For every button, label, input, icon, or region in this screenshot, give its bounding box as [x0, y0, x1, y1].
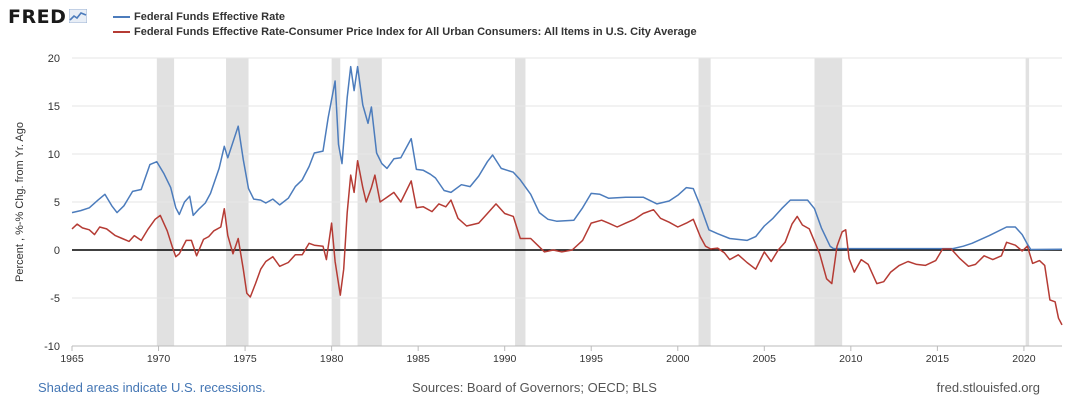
x-tick-label: 1990	[493, 353, 517, 365]
x-tick-label: 1980	[320, 353, 344, 365]
y-tick-label: 10	[48, 149, 60, 161]
legend-item-fed-funds[interactable]: Federal Funds Effective Rate	[113, 9, 697, 24]
series-line-real-rate	[71, 159, 1063, 326]
x-tick-label: 2010	[839, 353, 863, 365]
fred-logo[interactable]: FRED	[8, 6, 88, 28]
x-tick-label: 1985	[406, 353, 430, 365]
chart-legend: Federal Funds Effective Rate Federal Fun…	[113, 9, 697, 39]
x-tick-label: 2020	[1012, 353, 1036, 365]
x-tick-label: 1995	[580, 353, 604, 365]
x-tick-label: 1970	[147, 353, 171, 365]
x-tick-label: 1975	[233, 353, 257, 365]
y-tick-label: 20	[48, 53, 60, 65]
legend-item-real-rate[interactable]: Federal Funds Effective Rate-Consumer Pr…	[113, 24, 697, 39]
legend-swatch-red	[113, 30, 130, 33]
series-line-fed-funds	[71, 65, 1063, 251]
x-tick-label: 1965	[60, 353, 84, 365]
y-axis-label: Percent , %-% Chg. from Yr. Ago	[14, 122, 26, 282]
recessions-note-link[interactable]: Shaded areas indicate U.S. recessions.	[38, 380, 266, 395]
legend-label: Federal Funds Effective Rate-Consumer Pr…	[134, 25, 697, 38]
y-tick-label: 5	[54, 197, 60, 209]
x-tick-label: 2005	[753, 353, 777, 365]
x-tick-label: 2000	[666, 353, 690, 365]
legend-swatch-blue	[113, 15, 130, 18]
y-tick-label: 0	[54, 245, 60, 257]
legend-label: Federal Funds Effective Rate	[134, 10, 285, 23]
x-tick-label: 2015	[926, 353, 950, 365]
logo-text: FRED	[8, 6, 67, 28]
y-tick-label: -10	[44, 341, 60, 353]
y-tick-label: -5	[50, 293, 60, 305]
y-tick-label: 15	[48, 101, 60, 113]
chart-line-icon	[68, 6, 88, 28]
site-url-link[interactable]: fred.stlouisfed.org	[936, 380, 1040, 395]
sources-text: Sources: Board of Governors; OECD; BLS	[412, 380, 657, 395]
